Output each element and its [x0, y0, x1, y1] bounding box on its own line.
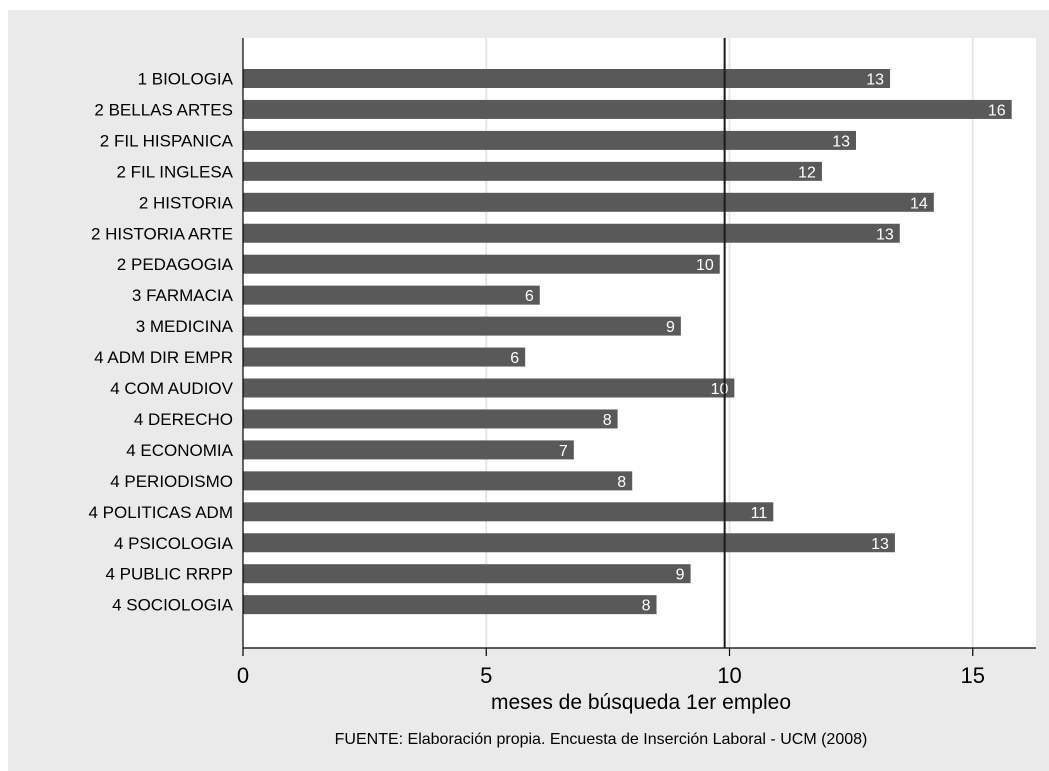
bar: [243, 99, 1012, 119]
x-tick-label: 0: [237, 663, 249, 688]
bar-value-label: 7: [559, 443, 568, 460]
bar: [243, 595, 657, 615]
bar: [243, 440, 574, 460]
bar-value-label: 13: [871, 536, 889, 553]
x-tick-label: 15: [961, 663, 985, 688]
category-label: 2 BELLAS ARTES: [94, 100, 233, 119]
category-label: 4 PERIODISMO: [110, 472, 233, 491]
category-label: 2 HISTORIA ARTE: [91, 224, 233, 243]
bar-value-label: 8: [603, 412, 612, 429]
category-label: 4 ADM DIR EMPR: [94, 348, 233, 367]
category-label: 4 DERECHO: [134, 410, 233, 429]
bar: [243, 378, 735, 398]
bar: [243, 316, 681, 336]
bar: [243, 471, 633, 491]
category-labels: 1 BIOLOGIA 2 BELLAS ARTES 2 FIL HISPANICA 2…: [88, 70, 233, 615]
bar-value-label: 9: [676, 567, 685, 584]
bar: [243, 347, 526, 367]
bar-value-label: 12: [798, 164, 816, 181]
bar: [243, 285, 540, 305]
bar-value-label: 8: [617, 474, 626, 491]
category-label: 4 ECONOMIA: [126, 441, 233, 460]
chart-background: 13 16 13 12 14 13 10 6 9 6 10 8 7 8 11 13 9 8 0 5 10 15 1 BI…: [8, 10, 1049, 771]
bar: [243, 69, 891, 88]
axes: [242, 38, 1036, 649]
category-label: 4 COM AUDIOV: [110, 379, 233, 398]
bar-value-label: 13: [866, 72, 884, 89]
bar-value-label: 13: [876, 226, 894, 243]
bar-chart: 13 16 13 12 14 13 10 6 9 6 10 8 7 8 11 13 9 8 0 5 10 15 1 BI…: [88, 38, 1036, 748]
category-label: 3 MEDICINA: [136, 317, 234, 336]
category-label: 4 PUBLIC RRPP: [105, 565, 233, 584]
category-label: 2 FIL INGLESA: [116, 162, 233, 181]
category-label: 1 BIOLOGIA: [138, 70, 234, 89]
bar: [243, 254, 720, 274]
bar-value-label: 14: [910, 195, 928, 212]
bar: [243, 409, 618, 429]
bar-value-label: 6: [525, 288, 534, 305]
bar-value-label: 6: [510, 350, 519, 367]
category-label: 4 SOCIOLOGIA: [112, 596, 234, 615]
category-label: 4 PSICOLOGIA: [114, 534, 234, 553]
bar-value-label: 16: [988, 102, 1006, 119]
bar: [243, 192, 934, 212]
x-tick-label: 5: [480, 663, 492, 688]
bar-value-label: 8: [642, 598, 651, 615]
bar-value-label: 11: [751, 505, 768, 522]
bar-value-label: 10: [711, 381, 729, 398]
bar: [243, 502, 774, 522]
bars: 13 16 13 12 14 13 10 6 9 6 10 8 7 8 11 13 9 8: [243, 69, 1012, 615]
bar: [243, 564, 691, 584]
bar-value-label: 13: [832, 133, 850, 150]
x-axis-title: meses de búsqueda 1er empleo: [491, 691, 791, 714]
bar-value-label: 10: [696, 257, 714, 274]
bar: [243, 130, 856, 150]
bar: [243, 223, 900, 243]
category-label: 3 FARMACIA: [132, 286, 234, 305]
source-caption: FUENTE: Elaboración propia. Encuesta de …: [335, 731, 868, 748]
bar: [243, 161, 822, 181]
bar: [243, 533, 895, 553]
category-label: 2 HISTORIA: [139, 193, 234, 212]
category-label: 2 PEDAGOGIA: [117, 255, 234, 274]
x-ticks: 0 5 10 15: [237, 648, 985, 688]
category-label: 2 FIL HISPANICA: [100, 131, 234, 150]
x-tick-label: 10: [717, 663, 741, 688]
plot-area: [243, 38, 1036, 648]
category-label: 4 POLITICAS ADM: [88, 503, 233, 522]
bar-value-label: 9: [666, 319, 675, 336]
